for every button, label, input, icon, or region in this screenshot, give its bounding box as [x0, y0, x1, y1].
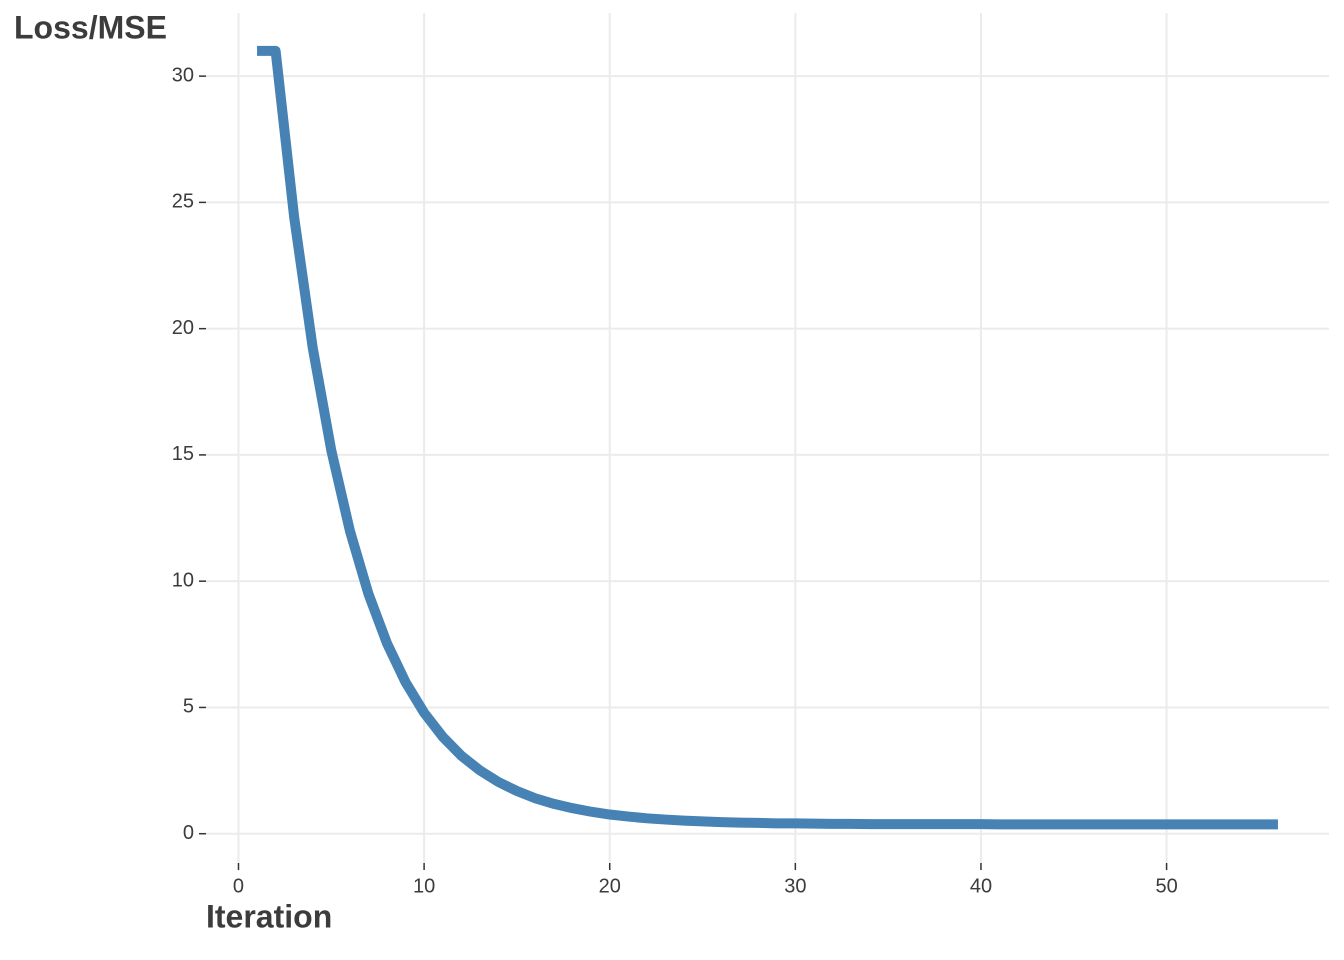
x-tick-label: 0: [233, 875, 244, 897]
x-tick-label: 40: [970, 875, 992, 897]
y-tick-label: 0: [183, 822, 194, 844]
x-tick-label: 30: [784, 875, 806, 897]
y-tick-label: 20: [172, 317, 194, 339]
y-tick-label: 10: [172, 569, 194, 591]
x-tick-label: 20: [599, 875, 621, 897]
x-axis-title: Iteration: [206, 898, 332, 934]
y-tick-label: 30: [172, 64, 194, 86]
y-tick-label: 25: [172, 191, 194, 213]
loss-line: [257, 45, 1278, 830]
x-tick-label: 50: [1155, 875, 1177, 897]
x-tick-label: 10: [413, 875, 435, 897]
y-tick-label: 5: [183, 696, 194, 718]
y-axis-title: Loss/MSE: [14, 9, 167, 45]
y-tick-label: 15: [172, 443, 194, 465]
